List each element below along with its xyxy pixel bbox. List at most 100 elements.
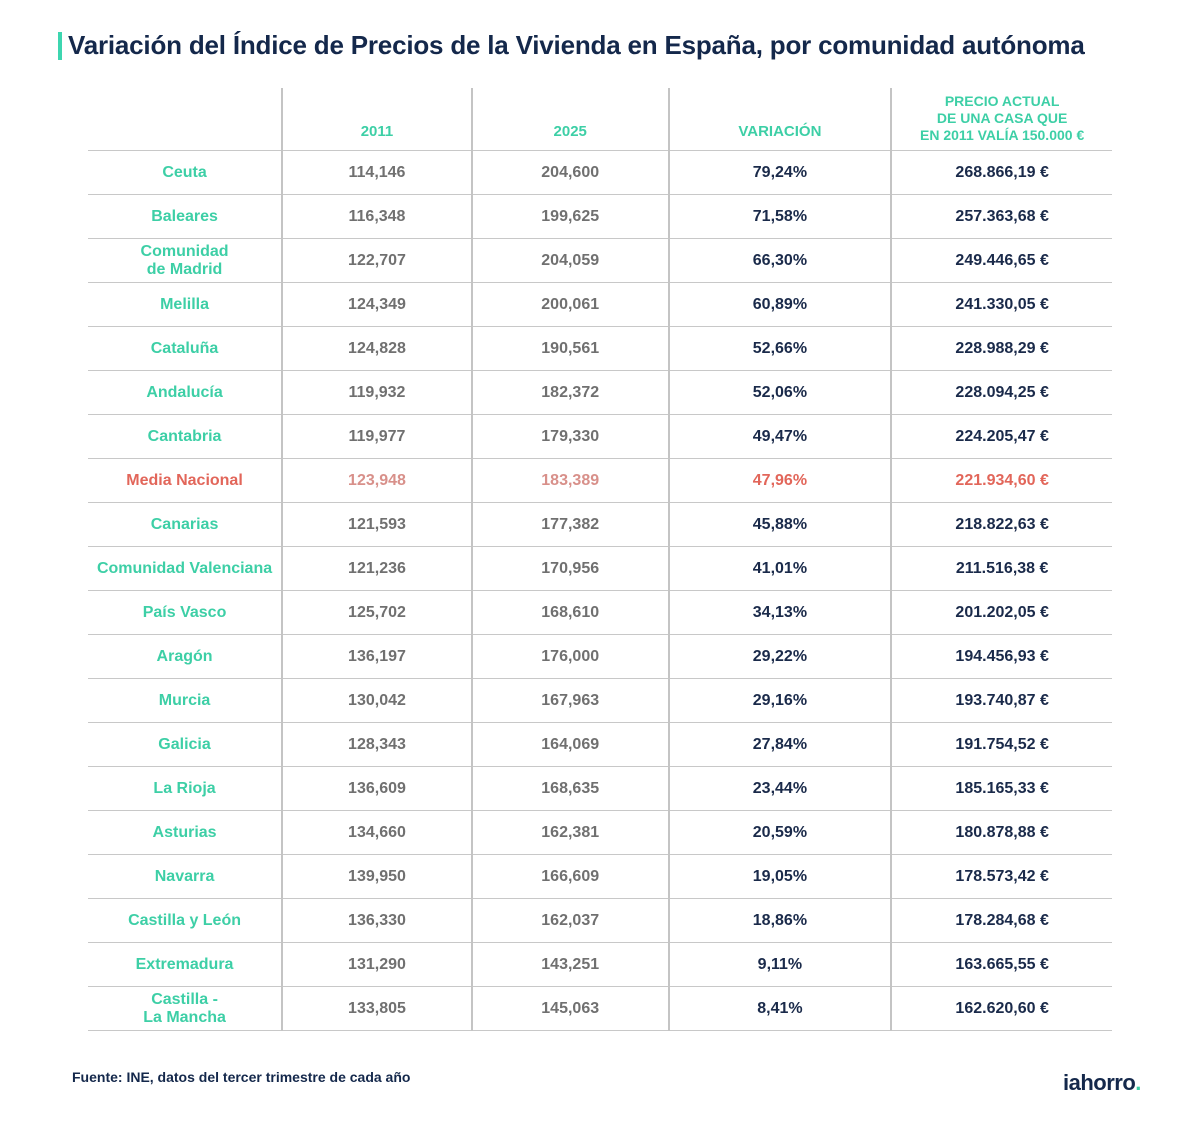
cell-2011: 136,197 (281, 634, 472, 679)
cell-2025: 177,382 (470, 502, 669, 547)
cell-2011: 130,042 (281, 678, 472, 723)
table-row: Cantabria 119,977 179,330 49,47% 224.205,47 … (88, 414, 1112, 459)
cell-2011: 131,290 (281, 942, 472, 987)
cell-precio: 178.573,42 € (890, 854, 1112, 899)
header-2025: 2025 (470, 88, 669, 151)
cell-2025: 176,000 (470, 634, 669, 679)
cell-region: La Rioja (88, 766, 283, 811)
cell-variacion: 45,88% (667, 502, 892, 547)
table-row: Extremadura 131,290 143,251 9,11% 163.665,55… (88, 942, 1112, 987)
cell-region: Aragón (88, 634, 283, 679)
cell-2011: 139,950 (281, 854, 472, 899)
cell-precio: 211.516,38 € (890, 546, 1112, 591)
cell-variacion: 23,44% (667, 766, 892, 811)
cell-region: Castilla y León (88, 898, 283, 943)
table-row: Comunidad de Madrid 122,707 204,059 66,30% 24… (88, 238, 1112, 283)
cell-region: Galicia (88, 722, 283, 767)
cell-2011: 134,660 (281, 810, 472, 855)
cell-precio: 221.934,60 € (890, 458, 1112, 503)
table-row: Baleares 116,348 199,625 71,58% 257.363,68 € (88, 194, 1112, 239)
cell-2025: 182,372 (470, 370, 669, 415)
cell-variacion: 52,66% (667, 326, 892, 371)
cell-region: Media Nacional (88, 458, 283, 503)
cell-precio: 162.620,60 € (890, 986, 1112, 1031)
cell-precio: 218.822,63 € (890, 502, 1112, 547)
cell-variacion: 8,41% (667, 986, 892, 1031)
title-block: Variación del Índice de Precios de la Vi… (58, 30, 1085, 61)
cell-region: Comunidad de Madrid (88, 238, 283, 283)
cell-region: Baleares (88, 194, 283, 239)
cell-2011: 124,349 (281, 282, 472, 327)
cell-variacion: 19,05% (667, 854, 892, 899)
cell-variacion: 9,11% (667, 942, 892, 987)
cell-2025: 145,063 (470, 986, 669, 1031)
cell-region: Ceuta (88, 150, 283, 195)
table-row: Asturias 134,660 162,381 20,59% 180.878,88 € (88, 810, 1112, 855)
table-row: Castilla - La Mancha 133,805 145,063 8,41% 16… (88, 986, 1112, 1031)
cell-2025: 200,061 (470, 282, 669, 327)
cell-region: Melilla (88, 282, 283, 327)
cell-variacion: 29,22% (667, 634, 892, 679)
cell-precio: 224.205,47 € (890, 414, 1112, 459)
cell-precio: 228.094,25 € (890, 370, 1112, 415)
cell-2011: 121,236 (281, 546, 472, 591)
cell-2025: 170,956 (470, 546, 669, 591)
cell-2025: 162,381 (470, 810, 669, 855)
cell-region: Extremadura (88, 942, 283, 987)
cell-region: Cataluña (88, 326, 283, 371)
cell-2025: 168,610 (470, 590, 669, 635)
cell-variacion: 20,59% (667, 810, 892, 855)
cell-precio: 194.456,93 € (890, 634, 1112, 679)
iahorro-logo: iahorro. (1063, 1070, 1141, 1096)
cell-precio: 268.866,19 € (890, 150, 1112, 195)
cell-precio: 201.202,05 € (890, 590, 1112, 635)
table-row: País Vasco 125,702 168,610 34,13% 201.202,05… (88, 590, 1112, 635)
cell-2011: 128,343 (281, 722, 472, 767)
cell-variacion: 34,13% (667, 590, 892, 635)
table-row: Melilla 124,349 200,061 60,89% 241.330,05 € (88, 282, 1112, 327)
cell-2025: 183,389 (470, 458, 669, 503)
cell-variacion: 47,96% (667, 458, 892, 503)
cell-region: Castilla - La Mancha (88, 986, 283, 1031)
table-row: Canarias 121,593 177,382 45,88% 218.822,63 € (88, 502, 1112, 547)
cell-2025: 204,600 (470, 150, 669, 195)
cell-precio: 241.330,05 € (890, 282, 1112, 327)
table-row: Ceuta 114,146 204,600 79,24% 268.866,19 € (88, 150, 1112, 195)
cell-2011: 116,348 (281, 194, 472, 239)
cell-2025: 190,561 (470, 326, 669, 371)
cell-2025: 167,963 (470, 678, 669, 723)
cell-variacion: 29,16% (667, 678, 892, 723)
cell-variacion: 79,24% (667, 150, 892, 195)
cell-2025: 164,069 (470, 722, 669, 767)
cell-2011: 136,330 (281, 898, 472, 943)
header-2011: 2011 (281, 88, 472, 151)
header-variacion: VARIACIÓN (667, 88, 892, 151)
cell-region: Navarra (88, 854, 283, 899)
cell-2011: 119,932 (281, 370, 472, 415)
cell-2011: 125,702 (281, 590, 472, 635)
cell-2025: 166,609 (470, 854, 669, 899)
cell-precio: 163.665,55 € (890, 942, 1112, 987)
cell-variacion: 60,89% (667, 282, 892, 327)
table-row: Castilla y León 136,330 162,037 18,86% 178.2… (88, 898, 1112, 943)
cell-region: Cantabria (88, 414, 283, 459)
logo-dot: . (1135, 1070, 1141, 1095)
table-row: La Rioja 136,609 168,635 23,44% 185.165,33 € (88, 766, 1112, 811)
cell-2011: 123,948 (281, 458, 472, 503)
header-region (88, 88, 282, 151)
header-precio-actual: PRECIO ACTUAL DE UNA CASA QUE EN 2011 VALÍ… (890, 88, 1112, 151)
cell-precio: 191.754,52 € (890, 722, 1112, 767)
cell-2011: 124,828 (281, 326, 472, 371)
cell-2011: 122,707 (281, 238, 472, 283)
cell-variacion: 71,58% (667, 194, 892, 239)
cell-region: Andalucía (88, 370, 283, 415)
title-accent-bar (58, 31, 62, 60)
table-row: Cataluña 124,828 190,561 52,66% 228.988,29 € (88, 326, 1112, 371)
cell-precio: 249.446,65 € (890, 238, 1112, 283)
cell-2011: 133,805 (281, 986, 472, 1031)
table-row: Navarra 139,950 166,609 19,05% 178.573,42 € (88, 854, 1112, 899)
cell-region: País Vasco (88, 590, 283, 635)
cell-variacion: 52,06% (667, 370, 892, 415)
cell-variacion: 27,84% (667, 722, 892, 767)
cell-precio: 228.988,29 € (890, 326, 1112, 371)
